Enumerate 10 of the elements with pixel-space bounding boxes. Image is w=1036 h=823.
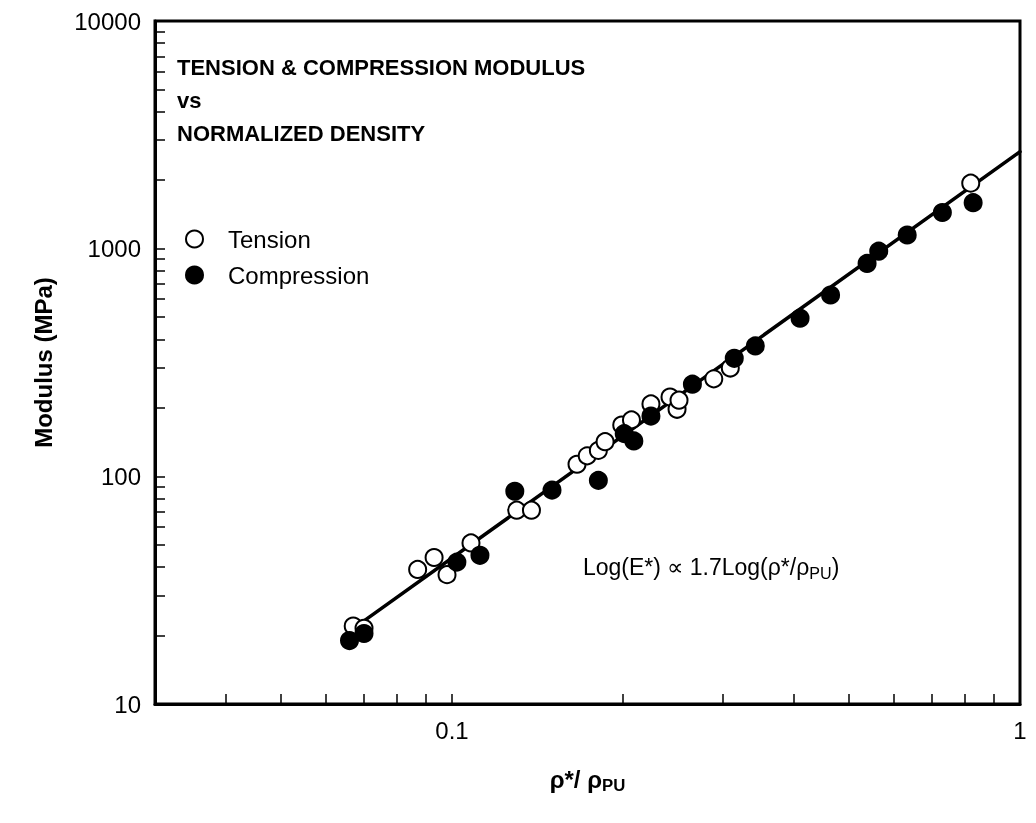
x-tick-label: 0.1 — [435, 716, 469, 744]
y-tick-label: 10000 — [74, 7, 141, 35]
y-axis-title: Modulus (MPa) — [29, 277, 57, 448]
y-tick-label: 1000 — [87, 235, 141, 263]
x-tick-label: 1 — [1013, 716, 1027, 744]
y-tick-label: 100 — [100, 462, 141, 490]
y-tick-label: 10 — [114, 690, 141, 718]
text: TENSION & COMPRESSION MODULUS vs NORMALIZED DENSITY — [177, 55, 586, 146]
legend-label: Compression — [228, 261, 370, 289]
legend-label: Tension — [228, 225, 311, 253]
